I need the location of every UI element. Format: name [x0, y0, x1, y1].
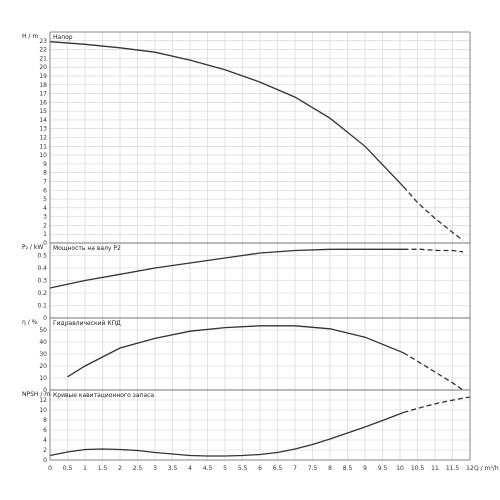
x-tick-label: 10.5	[411, 465, 425, 472]
y-tick-label: 0	[43, 387, 47, 394]
y-tick-label: 0.2	[37, 290, 47, 297]
x-tick-label: 10	[396, 465, 404, 472]
y-axis-label: H / m	[22, 33, 38, 40]
y-tick-label: 3	[43, 214, 47, 221]
x-tick-label: 0	[48, 465, 52, 472]
y-tick-label: 10	[39, 152, 47, 159]
y-tick-label: 22	[39, 47, 47, 54]
y-tick-label: 11	[39, 143, 47, 150]
y-tick-label: 5	[43, 196, 47, 203]
y-tick-label: 0	[43, 240, 47, 247]
y-tick-label: 50	[39, 327, 47, 334]
y-tick-label: 0	[43, 457, 47, 464]
x-tick-label: 7	[293, 465, 297, 472]
panel-title: Напор	[53, 34, 73, 41]
y-tick-label: 1	[43, 231, 47, 238]
x-tick-label: 5.5	[238, 465, 248, 472]
x-tick-label: 3	[153, 465, 157, 472]
y-tick-label: 20	[39, 363, 47, 370]
curve-dashed-head	[403, 186, 464, 241]
x-tick-label: 6.5	[273, 465, 283, 472]
x-tick-label: 8.5	[343, 465, 353, 472]
y-tick-label: 0.1	[37, 303, 47, 310]
x-tick-label: 6	[258, 465, 262, 472]
panel-title: Мощность на валу P2	[53, 245, 121, 252]
y-tick-label: 6	[43, 187, 47, 194]
curve-dashed-efficiency	[403, 352, 464, 391]
y-tick-label: 10	[39, 375, 47, 382]
y-tick-label: 13	[39, 126, 47, 133]
panel-frame	[49, 389, 471, 461]
x-tick-label: 7.5	[308, 465, 318, 472]
y-tick-label: 4	[43, 205, 47, 212]
y-tick-label: 12	[39, 135, 47, 142]
x-tick-label: 2	[118, 465, 122, 472]
y-tick-label: 19	[39, 73, 47, 80]
curve-solid-npsh	[49, 411, 404, 457]
y-tick-label: 23	[39, 38, 47, 45]
y-tick-label: 30	[39, 351, 47, 358]
y-tick-label: 17	[39, 91, 47, 98]
curve-solid-head	[49, 41, 404, 188]
y-tick-label: 12	[39, 397, 47, 404]
y-tick-label: 16	[39, 99, 47, 106]
y-tick-label: 8	[43, 170, 47, 177]
y-axis-label: η / %	[22, 319, 38, 326]
x-tick-label: 2.5	[133, 465, 143, 472]
curve-solid-power	[49, 248, 404, 289]
y-tick-label: 9	[43, 161, 47, 168]
x-tick-label: 9	[363, 465, 367, 472]
y-tick-label: 40	[39, 339, 47, 346]
panel-title: Кривые кавитационного запаса	[53, 392, 154, 399]
x-tick-label: 0.5	[63, 465, 73, 472]
x-tick-label: 11.5	[446, 465, 460, 472]
y-tick-label: 7	[43, 178, 47, 185]
x-tick-label: 4	[188, 465, 192, 472]
y-tick-label: 2	[43, 447, 47, 454]
y-tick-label: 0.3	[37, 278, 47, 285]
curve-dashed-power	[403, 248, 464, 253]
x-tick-label: 3.5	[168, 465, 178, 472]
x-axis-label: Q / m³/h	[474, 465, 499, 472]
panel-title: Гидравлический КПД	[53, 320, 121, 327]
y-tick-label: 0	[43, 315, 47, 322]
y-axis-label: P₂ / kW	[22, 244, 43, 251]
y-tick-label: 20	[39, 64, 47, 71]
x-tick-label: 9.5	[378, 465, 388, 472]
y-tick-label: 0.4	[37, 265, 47, 272]
x-tick-label: 8	[328, 465, 332, 472]
y-tick-label: 8	[43, 417, 47, 424]
y-tick-label: 18	[39, 82, 47, 89]
curve-solid-efficiency	[67, 325, 404, 378]
y-tick-label: 0.5	[37, 253, 47, 260]
x-tick-label: 1	[83, 465, 87, 472]
y-tick-label: 15	[39, 108, 47, 115]
y-tick-label: 14	[39, 117, 47, 124]
curve-dashed-npsh	[403, 396, 471, 414]
x-tick-label: 5	[223, 465, 227, 472]
y-tick-label: 21	[39, 55, 47, 62]
y-tick-label: 10	[39, 407, 47, 414]
x-tick-label: 4.5	[203, 465, 213, 472]
x-tick-label: 1.5	[98, 465, 108, 472]
x-tick-label: 11	[431, 465, 439, 472]
x-tick-label: 12	[466, 465, 474, 472]
y-tick-label: 6	[43, 427, 47, 434]
y-axis-label: NPSH / m	[22, 391, 50, 398]
y-tick-label: 2	[43, 222, 47, 229]
y-tick-label: 4	[43, 437, 47, 444]
